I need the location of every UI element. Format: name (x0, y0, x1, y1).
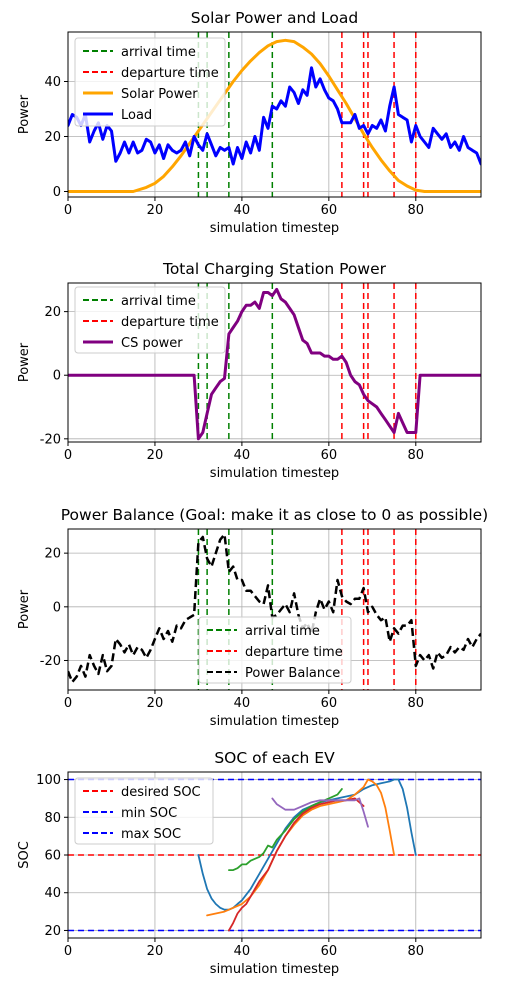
y-axis-label: Power (17, 589, 32, 629)
legend-label: CS power (121, 336, 183, 351)
x-tick-label: 80 (408, 696, 425, 711)
legend-label: departure time (245, 645, 343, 660)
chart-panel-3: 0 20 40 60 80 -20 0 20 Power Balance (Goal: make… (17, 506, 488, 729)
series-line-2 (68, 66, 481, 166)
x-tick-label: 80 (408, 203, 425, 218)
x-axis-label: simulation timestep (210, 962, 339, 977)
y-axis-label: SOC (17, 841, 32, 869)
legend-label: arrival time (121, 45, 196, 60)
legend-box (198, 616, 352, 684)
axes-frame (67, 282, 482, 443)
x-tick-label: 40 (234, 696, 251, 711)
legend-box (74, 37, 226, 127)
x-tick-label: 40 (234, 944, 251, 959)
legend-label: max SOC (121, 827, 181, 842)
legend-box (74, 286, 226, 354)
legend: arrival time departure time Solar Power Loa… (74, 37, 226, 127)
y-tick-label: 0 (53, 600, 61, 615)
series-line-1 (197, 778, 417, 911)
y-tick-label: 0 (53, 185, 61, 200)
y-tick-label: -20 (40, 654, 61, 669)
series-line-1 (68, 38, 481, 193)
axes-frame (67, 31, 482, 198)
legend: arrival time departure time Power Balance (198, 616, 352, 684)
chart-panel-1: 0 20 40 60 80 0 20 40 Solar Power and Load simula… (17, 9, 482, 236)
legend-label: desired SOC (121, 785, 201, 800)
series-line-2 (206, 778, 396, 917)
series-line-1 (68, 287, 481, 441)
legend-label: min SOC (121, 806, 177, 821)
legend: arrival time departure time CS power (74, 286, 226, 354)
axes-frame (67, 528, 482, 691)
x-axis-label: simulation timestep (210, 466, 339, 481)
legend-label: arrival time (121, 294, 196, 309)
x-axis-label: simulation timestep (210, 221, 339, 236)
chart-title: Total Charging Station Power (162, 260, 387, 278)
x-tick-label: 20 (147, 944, 164, 959)
x-tick-label: 80 (408, 448, 425, 463)
x-tick-label: 0 (64, 203, 72, 218)
x-tick-label: 0 (64, 944, 72, 959)
y-tick-label: 0 (53, 369, 61, 384)
x-tick-label: 20 (147, 448, 164, 463)
x-tick-label: 20 (147, 696, 164, 711)
plot-area (68, 283, 481, 442)
y-tick-label: -20 (40, 432, 61, 447)
chart-title: SOC of each EV (214, 749, 335, 767)
y-tick-label: 20 (44, 924, 61, 939)
legend-label: Solar Power (121, 87, 198, 102)
series-line-3 (227, 788, 343, 871)
x-tick-label: 60 (321, 448, 338, 463)
y-tick-label: 80 (44, 811, 61, 826)
x-tick-label: 60 (321, 696, 338, 711)
legend-label: departure time (121, 315, 219, 330)
x-tick-label: 40 (234, 448, 251, 463)
y-tick-label: 60 (44, 849, 61, 864)
y-tick-label: 20 (44, 547, 61, 562)
plot-area (68, 529, 481, 690)
series-line-1 (68, 533, 481, 684)
chart-title: Solar Power and Load (191, 9, 359, 27)
x-tick-label: 0 (64, 696, 72, 711)
legend-label: Power Balance (245, 666, 340, 681)
y-tick-label: 100 (36, 773, 61, 788)
x-tick-label: 60 (321, 203, 338, 218)
x-tick-label: 40 (234, 203, 251, 218)
legend-label: departure time (121, 66, 219, 81)
legend: desired SOC min SOC max SOC (74, 777, 214, 845)
y-axis-label: Power (17, 94, 32, 134)
y-tick-label: 20 (44, 130, 61, 145)
x-tick-label: 80 (408, 944, 425, 959)
x-tick-label: 60 (321, 944, 338, 959)
legend-label: arrival time (245, 624, 320, 639)
y-axis-label: Power (17, 342, 32, 382)
plot-area (68, 778, 481, 932)
series-line-5 (271, 797, 369, 828)
x-axis-label: simulation timestep (210, 714, 339, 729)
y-tick-label: 20 (44, 305, 61, 320)
y-tick-label: 40 (44, 886, 61, 901)
x-tick-label: 20 (147, 203, 164, 218)
legend-label: Load (121, 108, 152, 123)
y-tick-label: 40 (44, 75, 61, 90)
legend-box (74, 777, 214, 845)
chart-title: Power Balance (Goal: make it as close to… (61, 506, 488, 524)
x-tick-label: 0 (64, 448, 72, 463)
